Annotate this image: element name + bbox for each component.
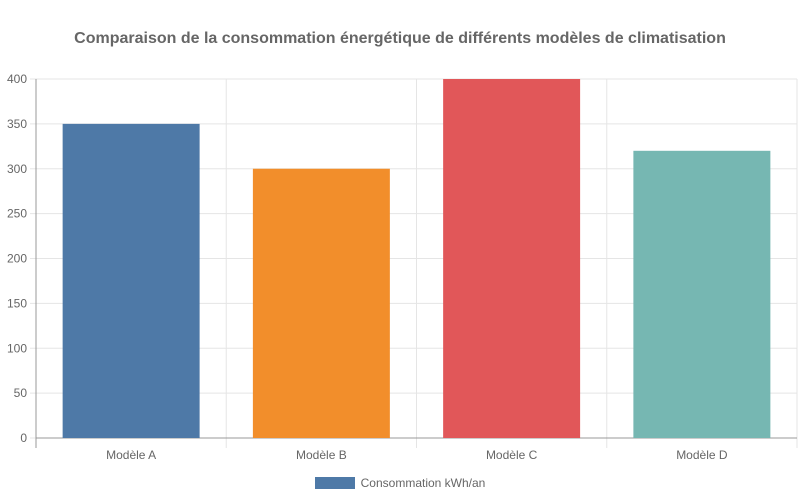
- bar-mod-le-b: [252, 168, 390, 438]
- y-tick-label: 250: [7, 207, 27, 221]
- y-tick-label: 350: [7, 117, 27, 131]
- y-tick-label: 100: [7, 341, 27, 355]
- y-tick-label: 400: [7, 72, 27, 86]
- y-tick-label: 200: [7, 252, 27, 266]
- x-tick-label: Modèle D: [676, 448, 728, 462]
- x-tick-label: Modèle A: [106, 448, 156, 462]
- x-tick-label: Modèle C: [486, 448, 538, 462]
- bar-mod-le-a: [62, 123, 200, 438]
- y-tick-label: 150: [7, 296, 27, 310]
- y-tick-label: 0: [20, 431, 27, 445]
- bar-mod-le-d: [633, 150, 771, 439]
- bar-mod-le-c: [443, 79, 581, 438]
- legend-label: Consommation kWh/an: [360, 476, 486, 490]
- x-tick-label: Modèle B: [296, 448, 347, 462]
- y-tick-label: 50: [14, 386, 28, 400]
- y-tick-label: 300: [7, 162, 27, 176]
- legend-swatch: [314, 477, 355, 489]
- chart-title: Comparaison de la consommation énergétiq…: [74, 30, 726, 47]
- legend[interactable]: Consommation kWh/an: [0, 476, 800, 490]
